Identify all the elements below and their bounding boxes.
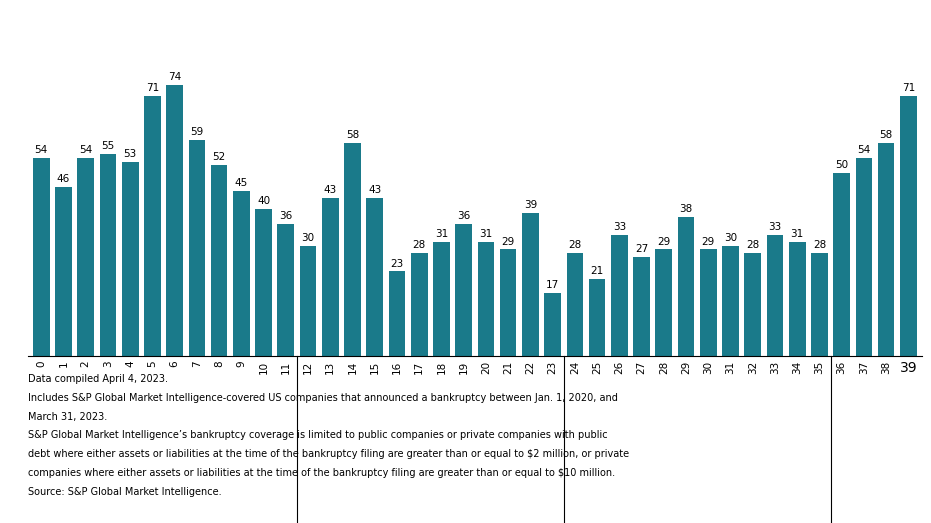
Bar [189, 140, 205, 356]
Text: 38: 38 [680, 203, 693, 213]
Bar [722, 246, 739, 356]
Text: S&P Global Market Intelligence’s bankruptcy coverage is limited to public compan: S&P Global Market Intelligence’s bankrup… [28, 430, 608, 440]
Bar [277, 224, 294, 356]
Text: 31: 31 [790, 229, 803, 239]
Text: 54: 54 [34, 145, 47, 155]
Text: 58: 58 [346, 130, 359, 140]
Text: 33: 33 [613, 222, 626, 232]
Text: 28: 28 [568, 240, 582, 250]
Bar [789, 242, 805, 356]
Bar [522, 213, 539, 356]
Text: 33: 33 [768, 222, 782, 232]
Bar [856, 158, 872, 356]
Text: 46: 46 [57, 174, 70, 184]
Bar [210, 165, 227, 356]
Text: 28: 28 [813, 240, 826, 250]
Text: 23: 23 [390, 258, 404, 268]
Text: 74: 74 [168, 72, 182, 82]
Text: 54: 54 [79, 145, 92, 155]
Text: March 31, 2023.: March 31, 2023. [28, 412, 107, 422]
Bar [766, 235, 783, 356]
Text: 36: 36 [457, 211, 470, 221]
Text: 40: 40 [257, 196, 270, 206]
Bar [611, 235, 627, 356]
Text: 31: 31 [479, 229, 492, 239]
Text: 39: 39 [524, 200, 537, 210]
Bar [700, 249, 717, 356]
Bar [433, 242, 450, 356]
Bar [255, 209, 272, 356]
Text: 52: 52 [212, 152, 225, 162]
Text: companies where either assets or liabilities at the time of the bankruptcy filin: companies where either assets or liabili… [28, 468, 615, 478]
Text: 36: 36 [279, 211, 292, 221]
Text: 43: 43 [324, 185, 337, 195]
Bar [500, 249, 517, 356]
Text: 53: 53 [124, 149, 137, 158]
Bar [567, 253, 583, 356]
Bar [388, 271, 405, 356]
Text: Includes S&P Global Market Intelligence-covered US companies that announced a ba: Includes S&P Global Market Intelligence-… [28, 393, 618, 403]
Text: Source: S&P Global Market Intelligence.: Source: S&P Global Market Intelligence. [28, 487, 222, 497]
Bar [655, 249, 672, 356]
Text: 29: 29 [702, 236, 715, 246]
Text: 71: 71 [902, 83, 915, 93]
Text: debt where either assets or liabilities at the time of the bankruptcy filing are: debt where either assets or liabilities … [28, 449, 629, 459]
Bar [77, 158, 94, 356]
Text: 50: 50 [835, 160, 848, 169]
Bar [633, 257, 650, 356]
Bar [411, 253, 427, 356]
Bar [300, 246, 317, 356]
Bar [344, 143, 361, 356]
Bar [811, 253, 828, 356]
Text: 55: 55 [101, 141, 115, 151]
Text: 59: 59 [190, 127, 204, 137]
Bar [745, 253, 761, 356]
Bar [455, 224, 472, 356]
Text: 54: 54 [857, 145, 870, 155]
Bar [233, 191, 250, 356]
Bar [478, 242, 494, 356]
Bar [367, 198, 383, 356]
Text: 21: 21 [590, 266, 603, 276]
Bar [833, 173, 850, 356]
Text: 28: 28 [412, 240, 425, 250]
Text: 29: 29 [657, 236, 670, 246]
Bar [55, 187, 72, 356]
Text: 28: 28 [746, 240, 760, 250]
Text: 30: 30 [724, 233, 737, 243]
Bar [678, 217, 695, 356]
Bar [167, 85, 183, 356]
Bar [878, 143, 895, 356]
Text: 27: 27 [635, 244, 648, 254]
Text: 58: 58 [880, 130, 893, 140]
Bar [144, 96, 161, 356]
Text: 17: 17 [546, 280, 560, 290]
Bar [545, 293, 561, 356]
Bar [33, 158, 49, 356]
Text: 30: 30 [302, 233, 315, 243]
Bar [122, 162, 139, 356]
Text: 71: 71 [146, 83, 159, 93]
Bar [900, 96, 917, 356]
Bar [322, 198, 339, 356]
Text: 45: 45 [235, 178, 248, 188]
Bar [588, 279, 605, 356]
Bar [100, 154, 116, 356]
Text: 31: 31 [435, 229, 448, 239]
Text: 43: 43 [368, 185, 382, 195]
Text: Data compiled April 4, 2023.: Data compiled April 4, 2023. [28, 374, 168, 384]
Text: 29: 29 [502, 236, 515, 246]
